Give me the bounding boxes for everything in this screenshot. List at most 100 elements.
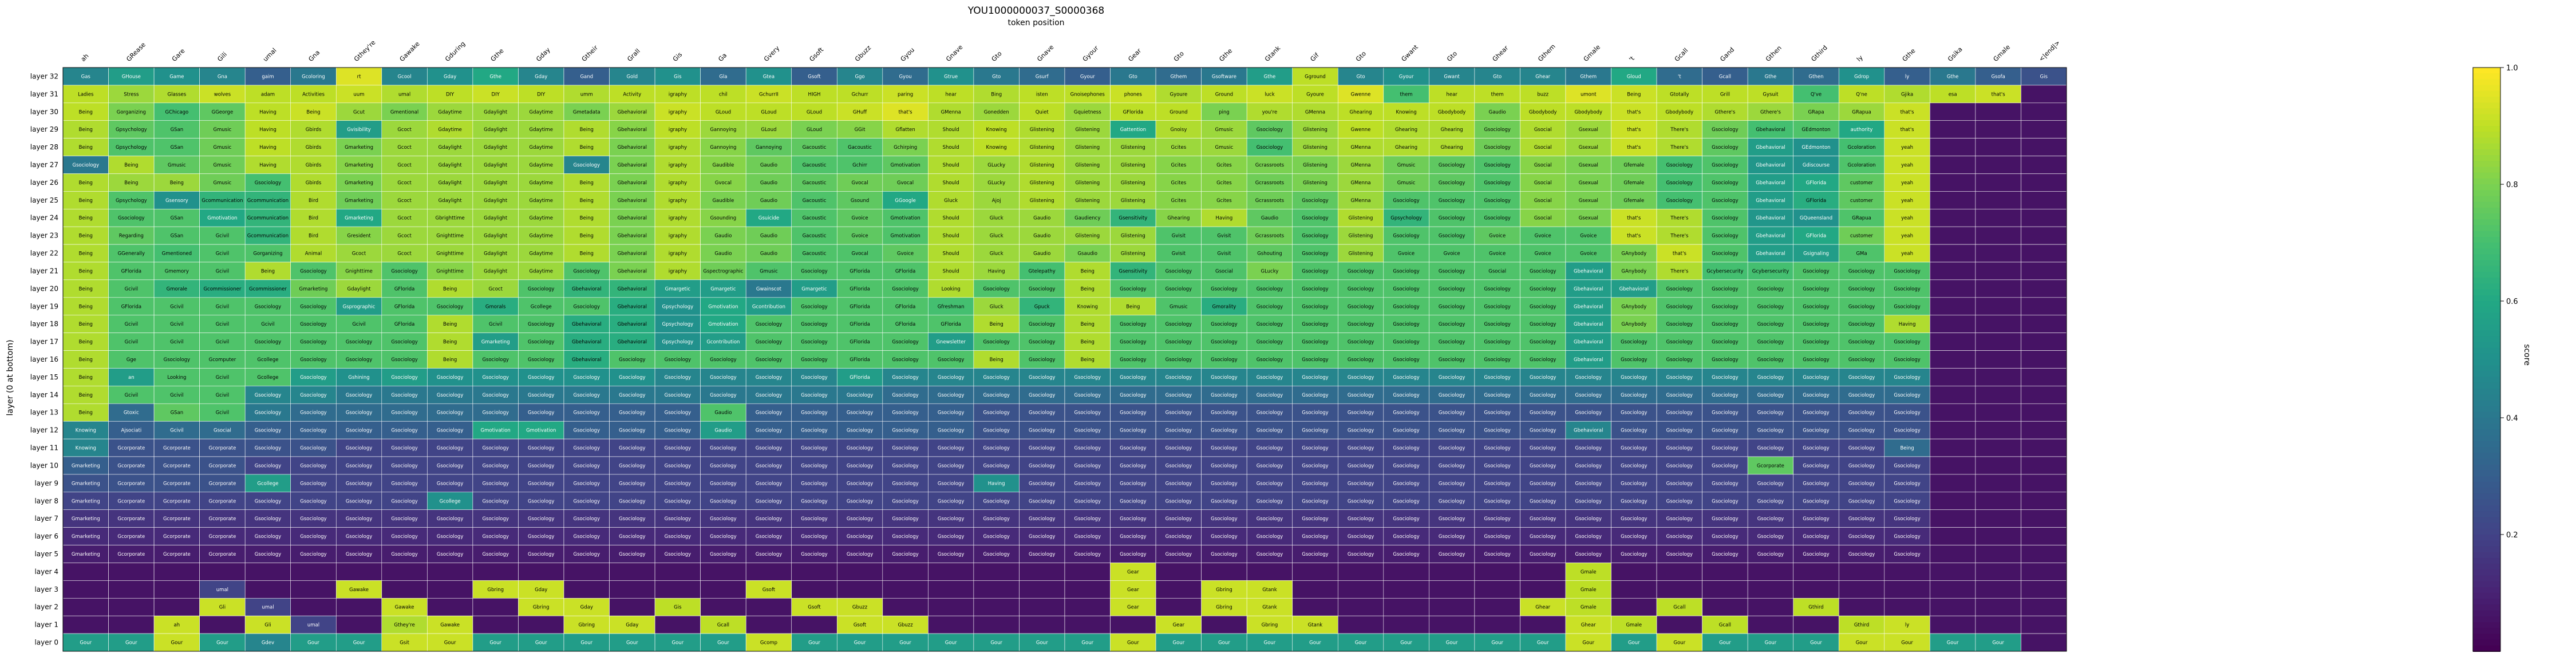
cell-label: Gmorale	[167, 286, 187, 292]
heatmap-cell	[1975, 333, 2021, 351]
cell-label: Gsociology	[1575, 410, 1602, 416]
heatmap-cell	[244, 173, 291, 192]
heatmap-cell	[1930, 279, 1976, 298]
cell-label: Gsociology	[300, 268, 326, 274]
cell-label: Gis	[674, 605, 682, 611]
cell-label: Should	[943, 233, 959, 239]
cell-label: GFlorida	[850, 286, 870, 292]
cell-label: Gvocal	[852, 251, 868, 257]
cell-label: Gsociology	[1211, 375, 1237, 381]
cell-label: Should	[943, 216, 959, 221]
cell-label: Gsocial	[1534, 163, 1552, 168]
cell-label: Grill	[1720, 92, 1730, 97]
cell-label: Gbehavioral	[1574, 339, 1603, 345]
cell-label: Gsociology	[346, 446, 372, 452]
cell-label: Gcall	[1719, 74, 1731, 80]
heatmap-cell	[1383, 120, 1429, 138]
heatmap-cell	[928, 156, 974, 174]
heatmap-cell	[2021, 85, 2067, 104]
colorbar-segment	[2473, 599, 2500, 605]
cell-label: Gsociology	[756, 446, 782, 452]
cell-label: Gsociology	[391, 375, 417, 381]
cell-label: Gsociology	[1393, 198, 1419, 204]
cell-label: Gsociology	[1302, 428, 1328, 434]
cell-label: phones	[1124, 92, 1143, 97]
heatmap-cell	[1155, 226, 1202, 245]
heatmap-cell	[1930, 138, 1976, 156]
heatmap-cell	[1565, 85, 1611, 104]
heatmap-cell	[1747, 386, 1794, 404]
cell-label: Being	[124, 180, 138, 186]
cell-label: Gsociology	[1393, 357, 1419, 363]
y-tick-label: layer 19	[30, 302, 58, 310]
cell-label: Gmale	[1626, 623, 1642, 628]
cell-label: Gsociology	[1530, 516, 1556, 522]
heatmap-cell	[1747, 580, 1794, 599]
cell-label: Gsociology	[801, 304, 827, 310]
cell-label: Gflatten	[895, 127, 915, 133]
heatmap-cell	[472, 85, 519, 104]
cell-label: Gcorporate	[117, 481, 145, 486]
x-tick-label: GRease	[125, 41, 147, 63]
heatmap-cell	[1292, 138, 1338, 156]
heatmap-cell	[427, 597, 473, 616]
cell-label: Gsociology	[1029, 322, 1055, 327]
heatmap-cell	[1930, 208, 1976, 227]
cell-label: Gsociology	[710, 498, 736, 504]
heatmap-cell	[108, 208, 155, 227]
colorbar-segment	[2473, 453, 2500, 460]
heatmap-cell	[563, 563, 610, 581]
cell-label: Gaudio	[1033, 233, 1050, 239]
cell-label: Gsociology	[1302, 446, 1328, 452]
cell-label: Gorganizing	[117, 109, 146, 115]
cell-label: Gsociology	[938, 357, 964, 363]
cell-label: Gsociology	[619, 552, 645, 557]
heatmap-cell	[1201, 297, 1247, 316]
cell-label: Gcorporate	[163, 498, 191, 504]
cell-label: Gsociology	[665, 463, 691, 469]
cell-label: Gluck	[990, 251, 1003, 257]
heatmap-cell	[108, 102, 155, 121]
cell-label: Gawake	[395, 605, 414, 611]
cell-label: Gcommissioner	[203, 286, 241, 292]
colorbar-segment	[2473, 535, 2500, 541]
cell-label: There's	[1670, 268, 1689, 274]
cell-label: Gour	[307, 640, 319, 646]
colorbar-segment	[2473, 505, 2500, 512]
heatmap-cell	[1793, 244, 1839, 263]
cell-label: Gsociology	[1165, 463, 1192, 469]
cell-label: Gsociology	[1666, 198, 1693, 204]
heatmap-cell	[244, 138, 291, 156]
cell-label: Gaudio	[1033, 251, 1050, 257]
heatmap-cell	[654, 403, 701, 422]
cell-label: Gbehavioral	[618, 127, 647, 133]
cell-label: Gthe	[1947, 74, 1959, 80]
cell-label: Gcivil	[216, 375, 229, 381]
heatmap-cell	[1110, 208, 1156, 227]
colorbar-segment	[2473, 353, 2500, 360]
heatmap-cell	[700, 85, 746, 104]
heatmap-cell	[973, 208, 1020, 227]
cell-label: Gsociology	[1757, 410, 1784, 416]
cell-label: Gsociology	[1666, 393, 1693, 398]
cell-label: Gsociology	[1530, 339, 1556, 345]
cell-label: Gaudio	[714, 251, 732, 257]
heatmap-cell	[1337, 615, 1384, 634]
cell-label: Gsociology	[756, 428, 782, 434]
cell-label: Gsociology	[1439, 304, 1465, 310]
colorbar-segment	[2473, 85, 2500, 92]
cell-label: Gdaylight	[484, 127, 508, 133]
heatmap-cell	[1884, 279, 1930, 298]
cell-label: Gsociology	[1165, 498, 1192, 504]
cell-label: HIGH	[808, 92, 821, 97]
cell-label: Gsociology	[1621, 375, 1647, 381]
x-tick-label: umal	[262, 46, 278, 63]
heatmap-cell	[199, 156, 246, 174]
heatmap-cell	[1838, 102, 1885, 121]
cell-label: Gshining	[348, 375, 369, 381]
cell-label: Gsociology	[1712, 216, 1738, 221]
colorbar-segment	[2473, 523, 2500, 529]
heatmap-cell	[1838, 563, 1885, 581]
cell-label: Gour	[1719, 640, 1731, 646]
heatmap-cell	[836, 563, 883, 581]
